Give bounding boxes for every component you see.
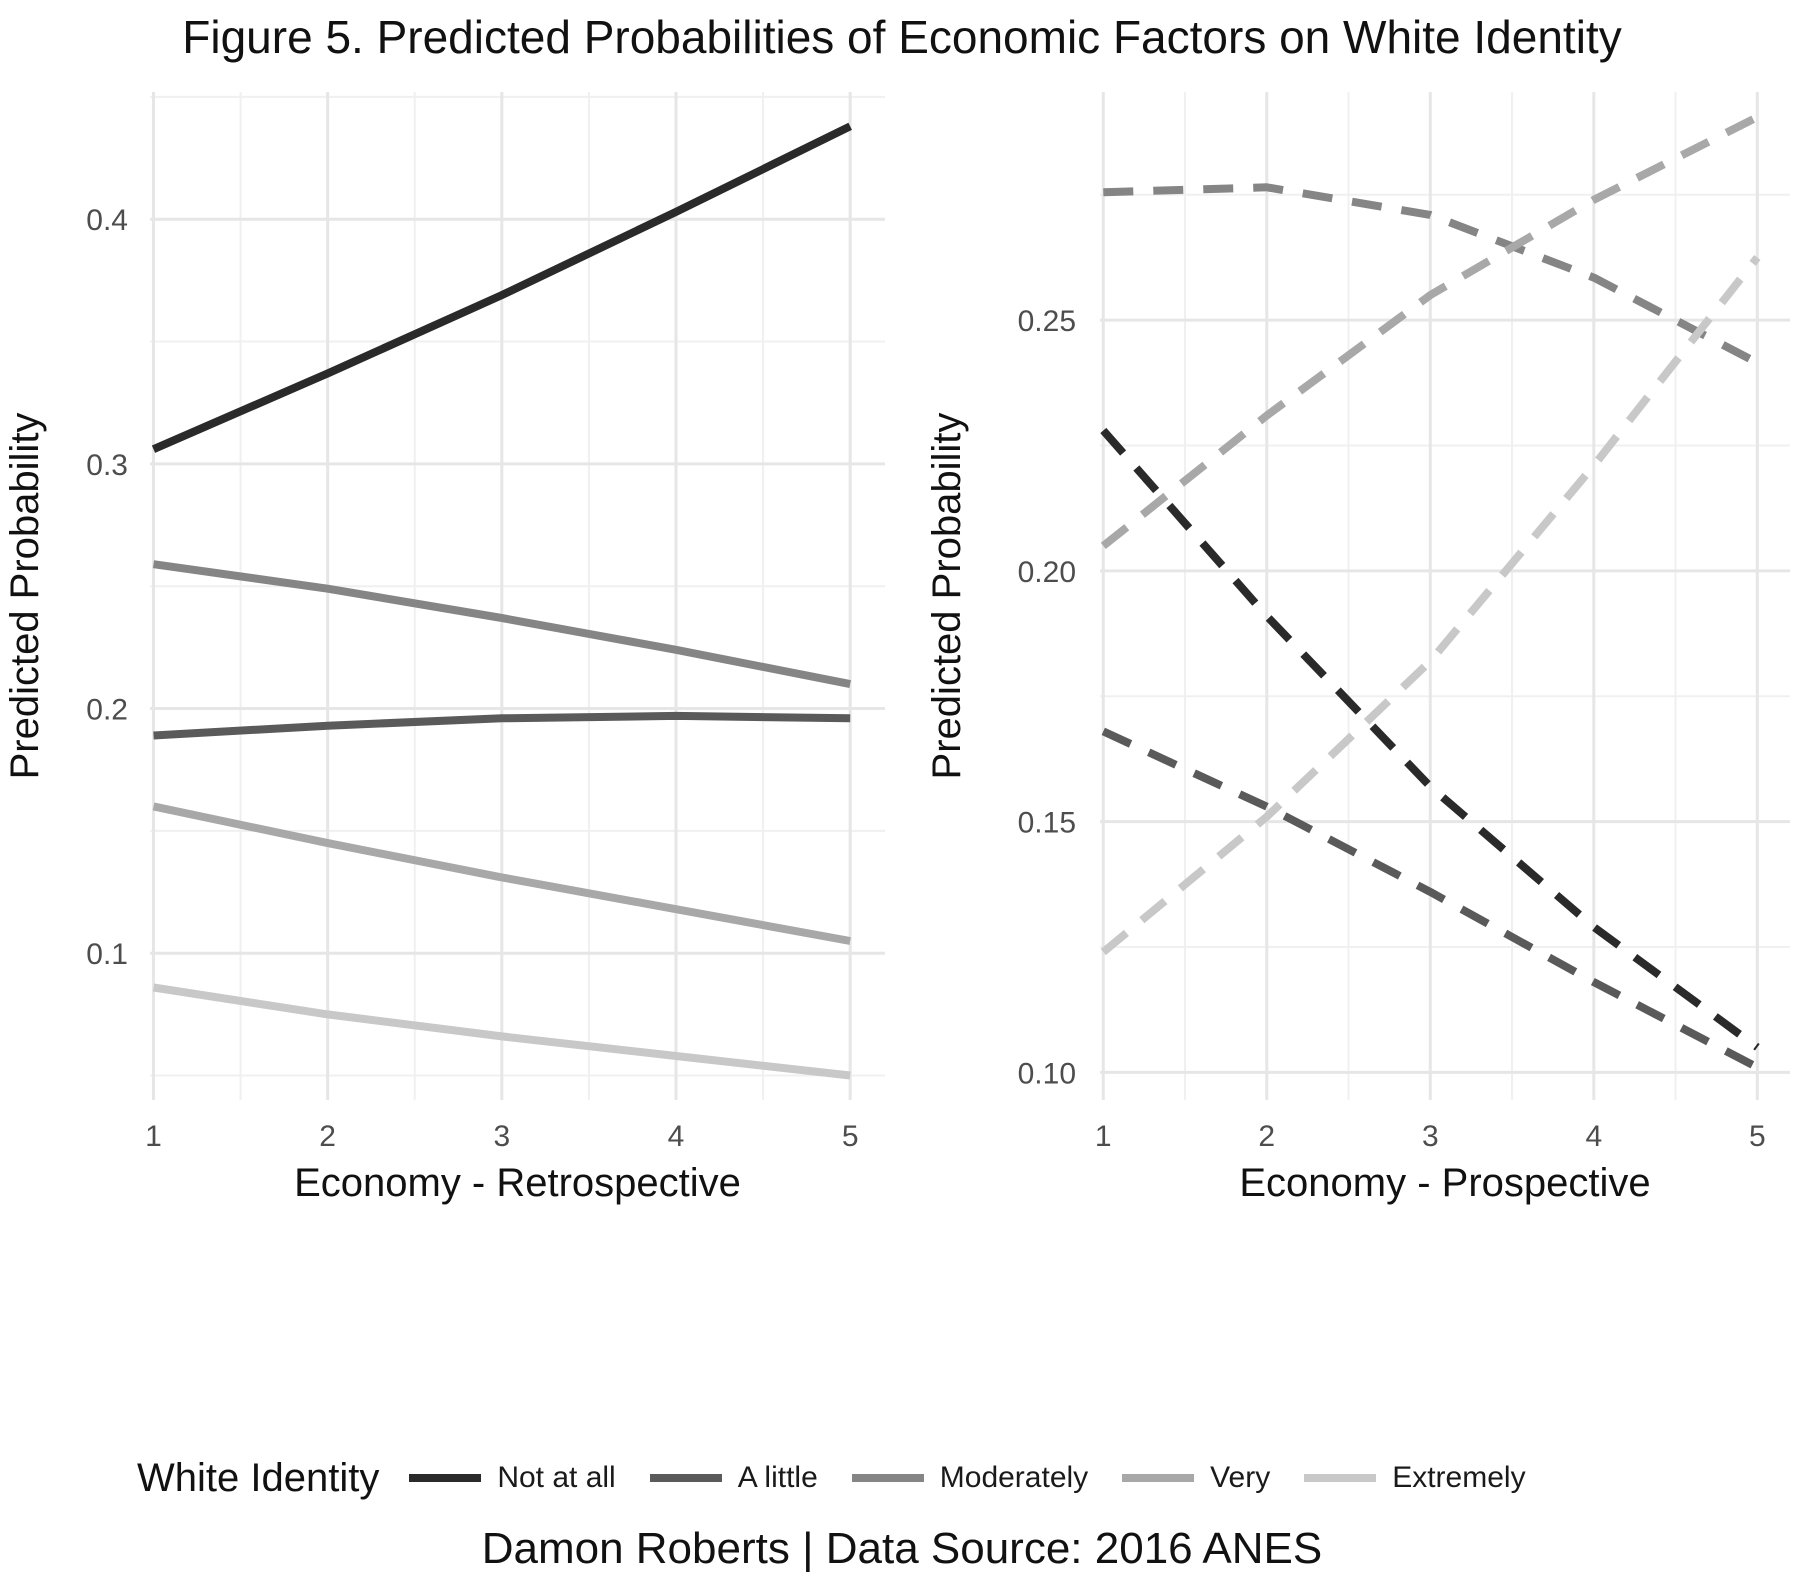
x-tick-label: 1 xyxy=(1095,1120,1112,1153)
y-tick-label: 0.10 xyxy=(1018,1057,1076,1090)
y-tick-label: 0.15 xyxy=(1018,807,1076,840)
legend-label: Very xyxy=(1210,1461,1271,1494)
legend-item-moderately: Moderately xyxy=(848,1448,1088,1508)
caption: Damon Roberts | Data Source: 2016 ANES xyxy=(481,1524,1323,1573)
x-tick-label: 2 xyxy=(1258,1120,1275,1153)
x-tick-label: 2 xyxy=(319,1120,336,1153)
legend-label: Extremely xyxy=(1392,1461,1526,1494)
y-tick-label: 0.3 xyxy=(86,449,128,482)
legend-key-very xyxy=(1122,1474,1195,1482)
retrospective-panel: 0.1 0.2 0.3 0.4 1 2 3 4 5 Economy - Retrospective… xyxy=(3,92,885,1205)
x-tick-label: 1 xyxy=(145,1120,162,1153)
legend-key-not-at-all xyxy=(409,1474,482,1482)
x-tick-label: 4 xyxy=(1585,1120,1602,1153)
legend-key-moderately xyxy=(851,1474,924,1482)
series-line-a-little xyxy=(153,711,851,740)
series-line-very xyxy=(1100,113,1760,550)
y-tick-label: 0.2 xyxy=(86,694,128,727)
series-line-moderately xyxy=(1103,183,1760,367)
legend-key-extremely xyxy=(1304,1474,1377,1482)
y-axis-title: Predicted Probability xyxy=(925,413,969,780)
legend-row: White Identity Not at all A little Moder… xyxy=(137,1448,1556,1508)
legend-title: White Identity xyxy=(137,1455,380,1500)
grid xyxy=(150,92,885,1100)
x-tick-label: 3 xyxy=(1422,1120,1439,1153)
legend-item-not-at-all: Not at all xyxy=(405,1448,616,1508)
x-tick-label: 4 xyxy=(668,1120,685,1153)
legend: White Identity Not at all A little Moder… xyxy=(0,1448,1804,1508)
series-line-very xyxy=(152,802,851,945)
chart-title: Figure 5. Predicted Probabilities of Eco… xyxy=(182,11,1622,63)
grid xyxy=(1100,92,1790,1100)
y-tick-label: 0.20 xyxy=(1018,556,1076,589)
series-line-a-little xyxy=(1101,727,1760,1071)
y-tick-label: 0.25 xyxy=(1018,305,1076,338)
x-tick-label: 3 xyxy=(493,1120,510,1153)
series-line-extremely xyxy=(152,983,851,1080)
y-axis-title: Predicted Probability xyxy=(3,413,47,780)
legend-item-very: Very xyxy=(1118,1448,1270,1508)
x-tick-label: 5 xyxy=(1749,1120,1766,1153)
series-line-not-at-all xyxy=(151,122,852,453)
legend-label: Not at all xyxy=(497,1461,616,1494)
legend-key-a-little xyxy=(649,1474,722,1482)
legend-item-a-little: A little xyxy=(646,1448,818,1508)
y-tick-label: 0.1 xyxy=(86,938,128,971)
series-line-not-at-all xyxy=(1100,427,1760,1051)
x-axis-title: Economy - Prospective xyxy=(1239,1161,1650,1205)
y-tick-label: 0.4 xyxy=(86,204,128,237)
legend-label: A little xyxy=(737,1461,818,1494)
x-axis-title: Economy - Retrospective xyxy=(294,1161,741,1205)
x-tick-label: 5 xyxy=(842,1120,859,1153)
prospective-panel: 0.10 0.15 0.20 0.25 1 2 3 4 5 Economy - Prospecti… xyxy=(925,92,1790,1205)
legend-label: Moderately xyxy=(939,1461,1089,1494)
series-line-moderately xyxy=(152,560,851,689)
legend-item-extremely: Extremely xyxy=(1300,1448,1526,1508)
